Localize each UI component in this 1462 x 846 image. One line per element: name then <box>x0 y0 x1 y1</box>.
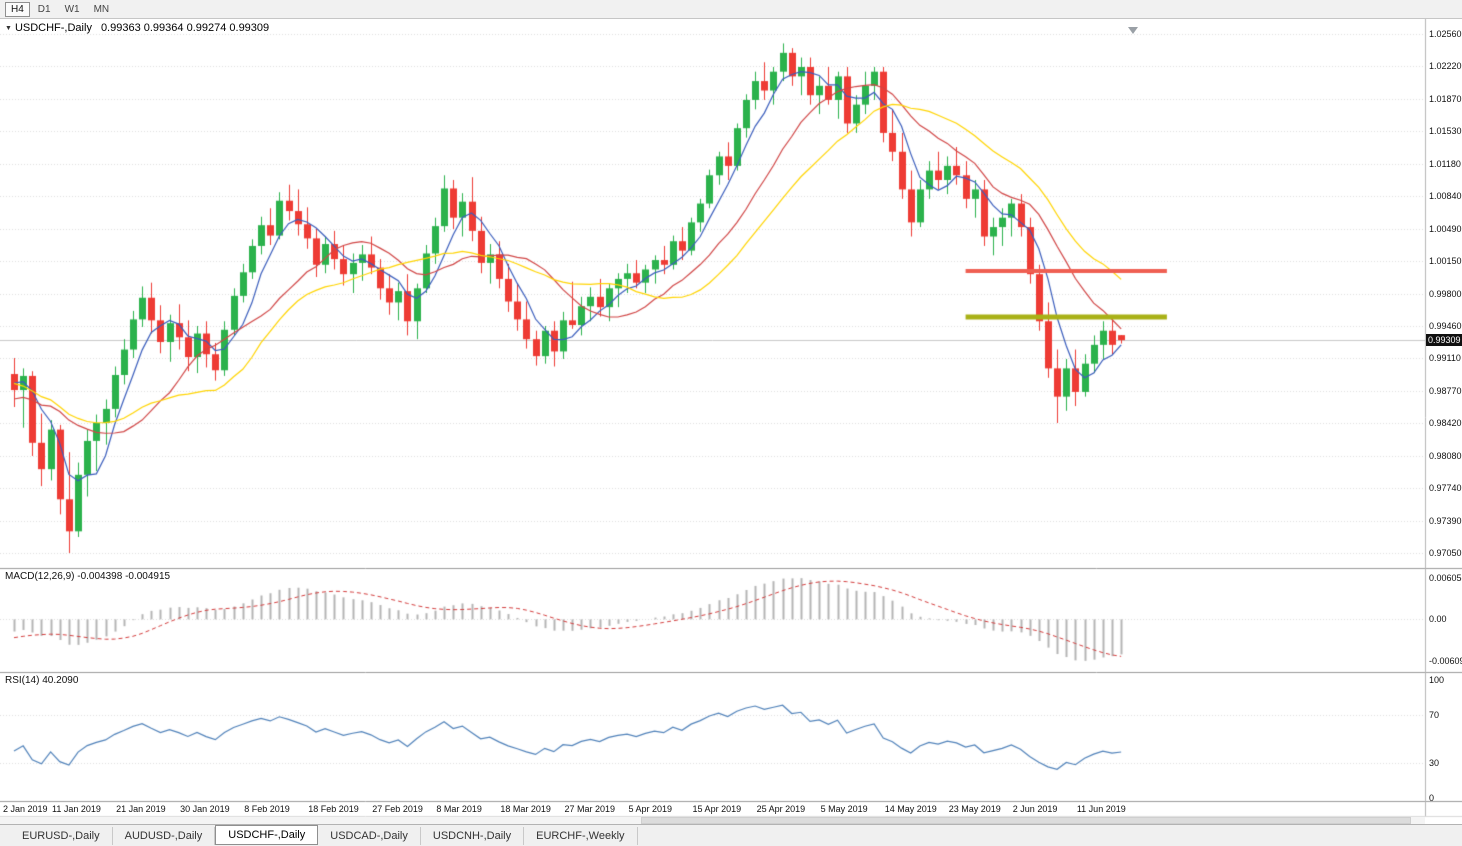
price-axis-label: 0.97740 <box>1429 483 1462 494</box>
chart-tab-usdcnh-daily[interactable]: USDCNH-,Daily <box>421 826 525 845</box>
rsi-axis-label: 0 <box>1429 793 1435 803</box>
chart-title: ▼ USDCHF-,Daily 0.99363 0.99364 0.99274 … <box>5 22 269 34</box>
price-chart-canvas[interactable] <box>0 19 1462 824</box>
rsi-axis-label: 30 <box>1429 757 1440 768</box>
date-label: 2 Jan 2019 <box>3 804 48 814</box>
chart-symbol-label: USDCHF-,Daily <box>14 22 92 34</box>
date-label: 11 Jan 2019 <box>52 804 101 814</box>
price-axis-label: 0.97050 <box>1429 548 1462 558</box>
date-label: 5 Apr 2019 <box>628 804 673 814</box>
date-label: 5 May 2019 <box>820 804 868 814</box>
price-axis-label: 0.97390 <box>1429 515 1462 526</box>
price-axis-label: 1.02220 <box>1429 61 1462 72</box>
date-label: 27 Mar 2019 <box>564 804 615 814</box>
date-label: 23 May 2019 <box>948 804 1001 814</box>
price-axis-label: 0.98420 <box>1429 418 1462 429</box>
horizontal-scrollbar[interactable] <box>0 817 1425 824</box>
timeframe-button-d1[interactable]: D1 <box>37 3 51 15</box>
price-axis-label: 0.99460 <box>1429 320 1462 331</box>
date-label: 18 Mar 2019 <box>500 804 551 814</box>
chart-ohlc-values: 0.99363 0.99364 0.99274 0.99309 <box>100 22 270 34</box>
chart-tab-eurusd-daily[interactable]: EURUSD-,Daily <box>10 826 113 845</box>
chart-region: ▼ USDCHF-,Daily 0.99363 0.99364 0.99274 … <box>0 19 1462 824</box>
date-label: 27 Feb 2019 <box>372 804 423 814</box>
timeframe-button-w1[interactable]: W1 <box>64 3 80 15</box>
date-label: 21 Jan 2019 <box>116 804 166 814</box>
timeframe-button-h4[interactable]: H4 <box>5 1 30 17</box>
macd-axis-label: -0.006096 <box>1429 656 1462 666</box>
date-label: 8 Mar 2019 <box>436 804 482 814</box>
price-axis-label: 1.01870 <box>1429 93 1462 104</box>
chart-tab-usdcad-daily[interactable]: USDCAD-,Daily <box>318 826 421 845</box>
date-label: 30 Jan 2019 <box>180 804 230 814</box>
current-price-tag: 0.99309 <box>1426 334 1462 347</box>
scrollbar-thumb[interactable] <box>641 817 1411 824</box>
price-axis-label: 0.98770 <box>1429 385 1462 396</box>
macd-axis-label: 0.00 <box>1429 614 1447 625</box>
chart-tab-usdchf-daily[interactable]: USDCHF-,Daily <box>215 824 319 845</box>
chart-shift-icon[interactable] <box>1128 27 1138 34</box>
macd-axis-label: 0.006058 <box>1429 573 1462 583</box>
date-label: 11 Jun 2019 <box>1076 804 1126 814</box>
date-label: 18 Feb 2019 <box>308 804 359 814</box>
rsi-axis-label: 100 <box>1429 675 1445 685</box>
rsi-indicator-label: RSI(14) 40.2090 <box>5 675 79 686</box>
date-label: 25 Apr 2019 <box>756 804 806 814</box>
chart-tab-audusd-daily[interactable]: AUDUSD-,Daily <box>113 826 216 845</box>
price-axis-label: 1.00150 <box>1429 256 1462 267</box>
date-label: 15 Apr 2019 <box>692 804 742 814</box>
price-axis-label: 1.00490 <box>1429 223 1462 234</box>
price-axis-label: 0.99800 <box>1429 288 1462 299</box>
date-label: 2 Jun 2019 <box>1012 804 1058 814</box>
chart-tab-bar: EURUSD-,Daily AUDUSD-,Daily USDCHF-,Daily U… <box>0 824 1462 846</box>
price-axis-label: 1.02560 <box>1429 29 1462 39</box>
chart-tab-eurchf-weekly[interactable]: EURCHF-,Weekly <box>524 826 638 845</box>
timeframe-toolbar: H4 D1 W1 MN <box>0 0 1462 19</box>
price-axis-label: 1.00840 <box>1429 191 1462 202</box>
price-axis-label: 1.01180 <box>1429 158 1461 169</box>
rsi-axis-label: 70 <box>1429 710 1440 721</box>
timeframe-button-mn[interactable]: MN <box>93 3 110 15</box>
date-label: 8 Feb 2019 <box>244 804 290 814</box>
price-axis-label: 1.01530 <box>1429 126 1462 137</box>
symbol-dropdown-icon[interactable]: ▼ <box>5 24 12 32</box>
price-axis-label: 0.99110 <box>1429 353 1461 364</box>
date-label: 14 May 2019 <box>884 804 937 814</box>
price-axis-label: 0.98080 <box>1429 450 1462 461</box>
macd-indicator-label: MACD(12,26,9) -0.004398 -0.004915 <box>5 571 171 582</box>
